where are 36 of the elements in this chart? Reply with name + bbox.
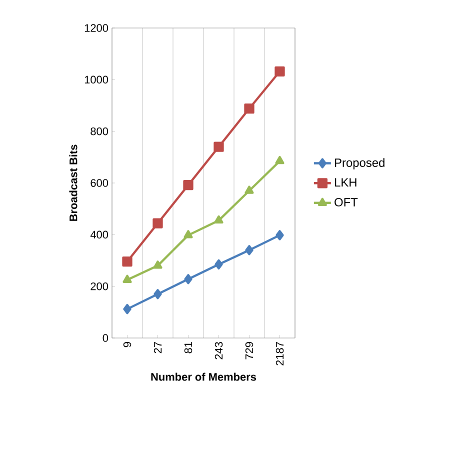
x-tick-label: 81: [184, 342, 192, 354]
y-tick-label: 0: [102, 334, 108, 342]
x-tick-label: 729: [245, 342, 254, 360]
point: [274, 66, 285, 76]
y-tick-label: 800: [90, 127, 108, 136]
point: [244, 104, 254, 114]
x-tick-label: 243: [214, 342, 223, 360]
y-tick-label: 200: [90, 282, 108, 290]
x-tick-label: 27: [154, 342, 162, 354]
point: [214, 215, 224, 224]
point: [184, 230, 193, 238]
y-tick-label: 1000: [84, 76, 108, 84]
x-tick-label: 2187: [276, 342, 284, 366]
y-axis-title: Broadcast Bits: [69, 144, 78, 221]
point: [153, 260, 162, 269]
y-tick-label: 600: [90, 179, 108, 187]
point: [123, 304, 132, 314]
point: [214, 259, 223, 270]
point: [214, 142, 224, 152]
y-tick-label: 1200: [84, 24, 108, 32]
legend-label: Proposed: [335, 158, 384, 170]
point: [244, 186, 254, 194]
legend-label: OFT: [334, 198, 358, 206]
point: [154, 289, 162, 300]
point: [122, 256, 132, 267]
y-tick-label: 400: [90, 230, 108, 239]
x-tick-label: 9: [123, 342, 132, 348]
point: [245, 245, 254, 256]
point: [184, 274, 192, 284]
x-axis-title: Number of Members: [151, 372, 256, 381]
point: [276, 230, 284, 240]
point: [183, 180, 194, 190]
point: [152, 218, 163, 228]
point: [275, 156, 284, 164]
legend-label: LKH: [335, 178, 356, 187]
point: [122, 274, 132, 283]
